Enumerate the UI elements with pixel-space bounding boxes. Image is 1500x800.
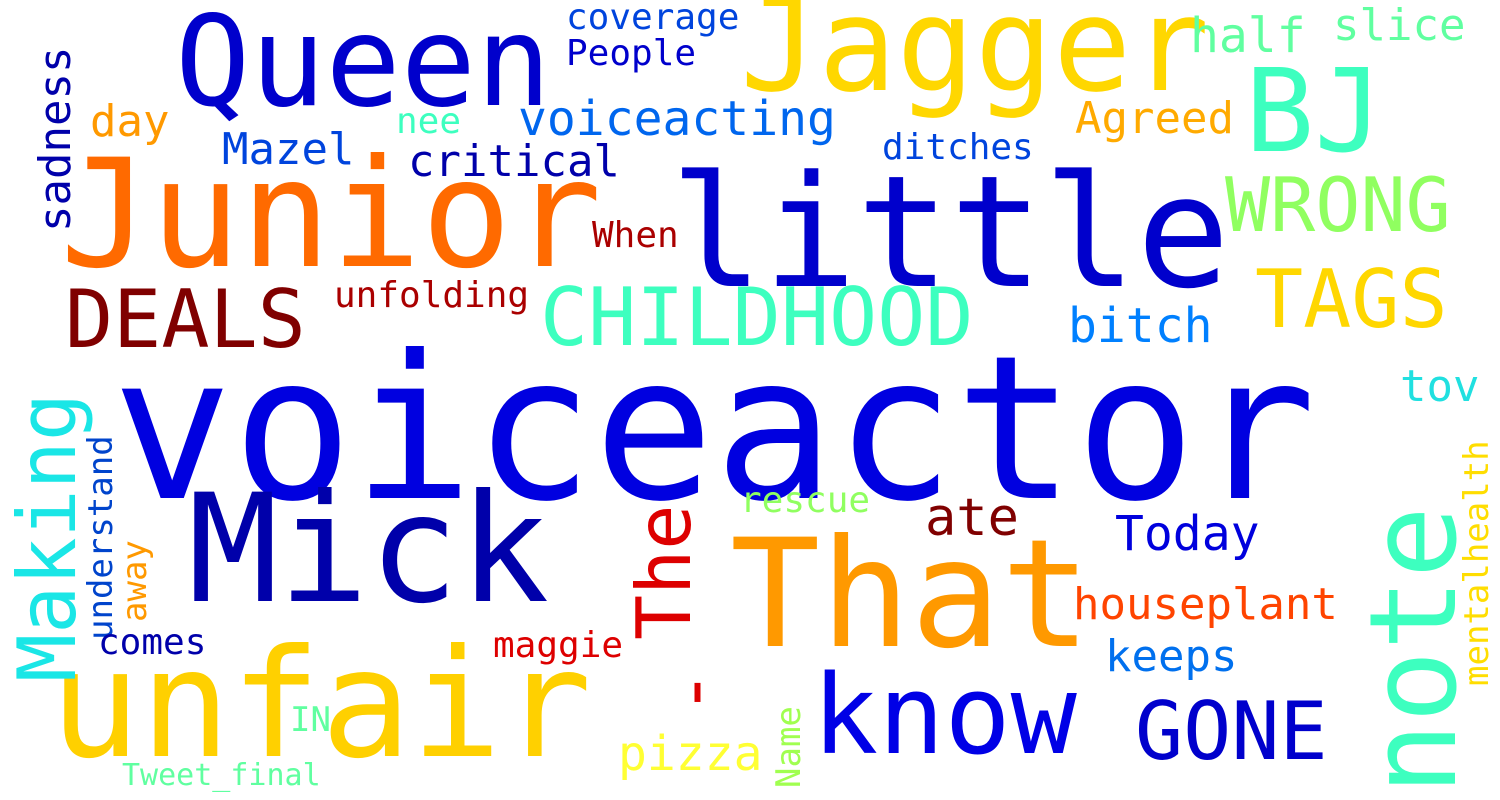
word-coverage: coverage: [566, 0, 740, 38]
word-gone: GONE: [1135, 685, 1328, 778]
word-agreed: Agreed: [1075, 93, 1234, 144]
word-keeps: keeps: [1105, 631, 1238, 682]
word-the: The: [620, 504, 708, 640]
word-ate: ate: [925, 488, 1019, 548]
word-unfair: unfair: [50, 618, 592, 792]
word-slice: slice: [1333, 0, 1466, 51]
word-bitch: bitch: [1068, 298, 1213, 354]
word-understand: understand: [81, 435, 121, 640]
word-voiceacting: voiceacting: [518, 91, 836, 147]
word-childhood: CHILDHOOD: [540, 271, 974, 364]
word-sadness: sadness: [30, 46, 81, 232]
word-junior: Junior: [60, 128, 602, 302]
word-name: Name: [769, 706, 809, 788]
word-mentalhealth: mentalhealth: [1457, 440, 1497, 686]
word-voiceactor: voiceactor: [112, 313, 1317, 546]
word-when: When: [592, 215, 679, 256]
word-deals: DEALS: [65, 273, 306, 366]
word-bj: BJ: [1245, 45, 1384, 179]
word-unfolding: unfolding: [334, 275, 530, 316]
word-mick: Mick: [188, 463, 550, 637]
word-queen: Queen: [175, 0, 552, 135]
word-know: know: [812, 651, 1077, 779]
word-dash: -: [648, 669, 736, 715]
word-houseplant: houseplant: [1073, 579, 1338, 630]
word-away: away: [115, 540, 155, 622]
word-jagger: Jagger: [740, 0, 1210, 121]
word-half: half: [1190, 8, 1306, 64]
word-today: Today: [1115, 506, 1260, 562]
word-maggie: maggie: [493, 625, 624, 666]
word-pizza: pizza: [618, 726, 763, 782]
word-making: Making: [1, 393, 94, 682]
word-rescue: rescue: [740, 480, 871, 521]
word-tags: TAGS: [1255, 253, 1448, 346]
word-critical: critical: [408, 136, 620, 187]
word-in: IN: [290, 700, 331, 740]
word-people: People: [566, 33, 697, 74]
word-that: That: [730, 508, 1092, 682]
word-ditches: ditches: [882, 127, 1034, 168]
word-tov: tov: [1400, 361, 1480, 412]
word-little: little: [670, 142, 1230, 323]
word-wrong: WRONG: [1225, 161, 1451, 249]
word-day: day: [90, 96, 170, 147]
word-comes: comes: [98, 622, 207, 663]
word-nee: nee: [396, 101, 462, 142]
word-mazel: Mazel: [222, 124, 355, 175]
word-tweet-final: Tweet_final: [122, 758, 321, 793]
